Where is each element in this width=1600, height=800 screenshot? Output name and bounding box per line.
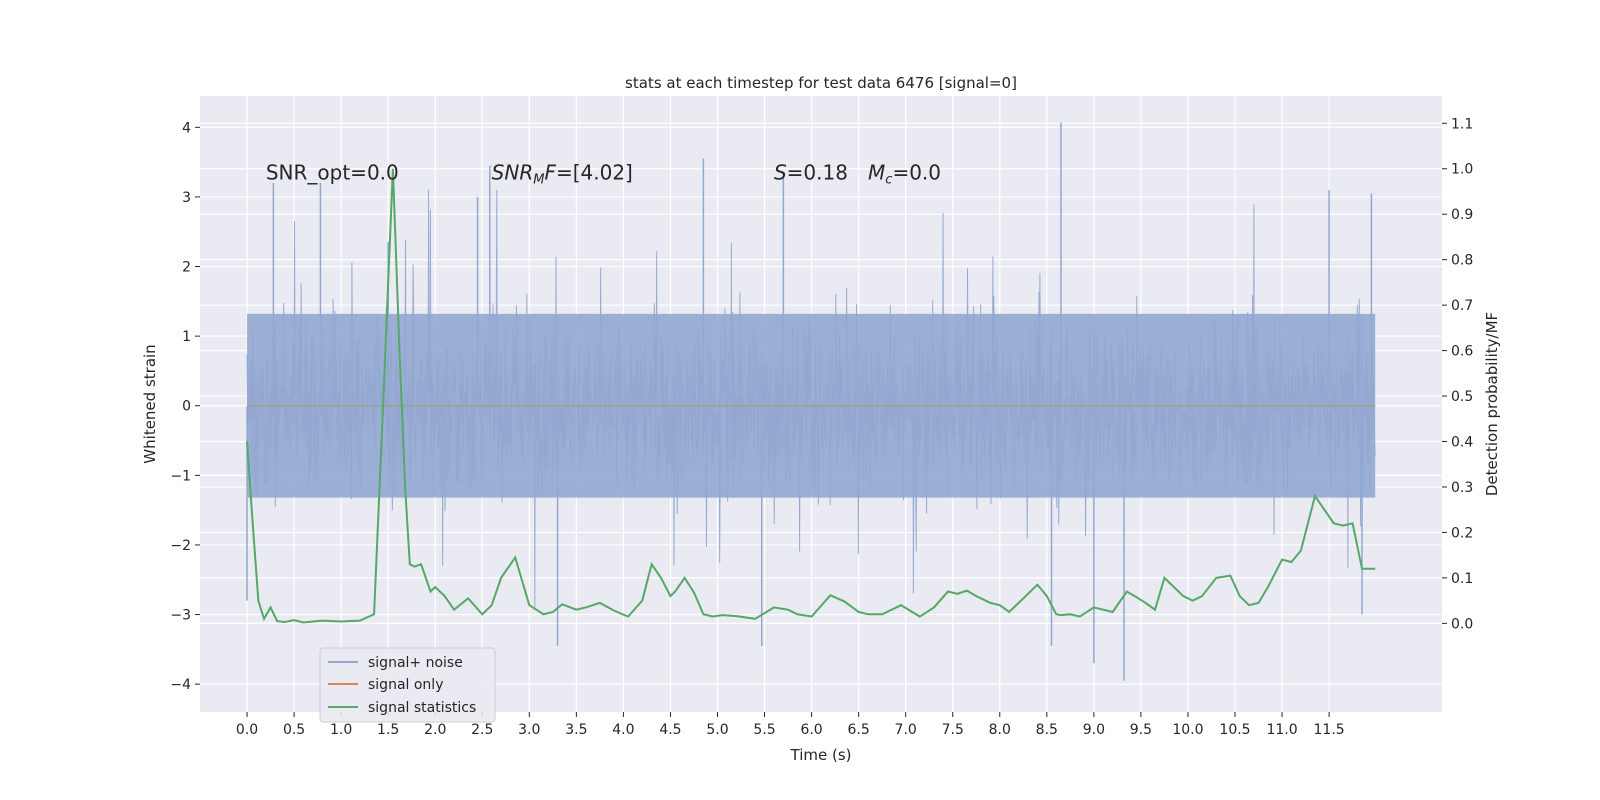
x-tick-label: 11.0 [1266,722,1297,738]
y-tick-label-right: 1.0 [1451,162,1473,178]
y-tick-label-left: −1 [170,468,191,484]
x-tick-label: 10.5 [1219,722,1250,738]
annotation-mc: Mc=0.0 [868,161,941,188]
annotation-snr-mf: SNRMF=[4.02] [492,161,633,188]
x-tick-label: 8.5 [1036,722,1058,738]
x-tick-label: 10.0 [1172,722,1203,738]
x-tick-label: 6.0 [800,722,822,738]
x-tick-label: 9.5 [1130,722,1152,738]
y-tick-label-left: −4 [170,677,191,693]
y-tick-label-right: 0.9 [1451,207,1473,223]
x-tick-label: 7.5 [942,722,964,738]
x-tick-label: 3.5 [565,722,587,738]
legend-label-noise: signal+ noise [368,655,463,671]
y-tick-label-right: 0.2 [1451,525,1473,541]
x-tick-label: 8.0 [989,722,1011,738]
x-tick-label: 6.5 [848,722,870,738]
x-tick-label: 5.5 [753,722,775,738]
right-y-axis-label: Detection probability/MF [1483,312,1501,496]
left-y-axis-ticks: 4 3 2 1 0 −1 −2 −3 −4 [170,120,200,693]
x-tick-label: 1.0 [330,722,352,738]
y-tick-label-left: −3 [170,608,191,624]
x-tick-label: 7.0 [895,722,917,738]
y-tick-label-left: 4 [182,120,191,136]
x-tick-label: 2.5 [471,722,493,738]
x-axis-label: Time (s) [790,746,852,764]
x-tick-label: 4.5 [659,722,681,738]
signal-statistics-series [246,168,1376,624]
x-axis-ticks: 0.0 0.5 1.0 1.5 2.0 2.5 3.0 3.5 4.0 4.5 5.0 5.5 6.0 6… [236,712,1345,738]
y-tick-label-left: 3 [182,190,191,206]
legend-label-stats: signal statistics [368,700,476,716]
y-tick-label-right: 0.0 [1451,616,1473,632]
annotation-snr-opt: SNR_opt=0.0 [266,161,399,185]
legend: signal+ noise signal only signal statist… [319,647,496,723]
noise-trace [246,189,1376,609]
y-tick-label-right: 0.4 [1451,435,1473,451]
legend-label-signal: signal only [368,677,443,693]
x-tick-label: 1.5 [377,722,399,738]
y-tick-label-left: 1 [182,329,191,345]
y-tick-label-left: −2 [170,538,191,554]
x-tick-label: 0.5 [283,722,305,738]
y-tick-label-left: 2 [182,260,191,276]
chart-title: stats at each timestep for test data 647… [625,74,1017,92]
signal-statistics-line [246,168,1376,624]
legend-box [319,647,496,723]
x-tick-label: 5.0 [706,722,728,738]
x-tick-label: 0.0 [236,722,258,738]
left-y-axis-label: Whitened strain [141,344,159,463]
y-tick-label-right: 1.1 [1451,116,1473,132]
x-tick-label: 11.5 [1314,722,1345,738]
x-tick-label: 4.0 [612,722,634,738]
chart-annotations: SNR_opt=0.0 SNRMF=[4.02] S=0.18 Mc=0.0 [266,161,941,188]
y-tick-label-right: 0.8 [1451,253,1473,269]
x-tick-label: 2.0 [424,722,446,738]
y-tick-label-right: 0.5 [1451,389,1473,405]
annotation-s: S=0.18 [774,161,848,185]
y-tick-label-left: 0 [182,399,191,415]
y-tick-label-right: 0.1 [1451,571,1473,587]
y-tick-label-right: 0.6 [1451,344,1473,360]
x-tick-label: 9.0 [1083,722,1105,738]
right-y-axis-ticks: 1.1 1.0 0.9 0.8 0.7 0.6 0.5 0.4 0.3 0.2 0.1 0.0 [1442,116,1473,632]
y-tick-label-right: 0.7 [1451,298,1473,314]
y-tick-label-right: 0.3 [1451,480,1473,496]
x-tick-label: 3.0 [518,722,540,738]
